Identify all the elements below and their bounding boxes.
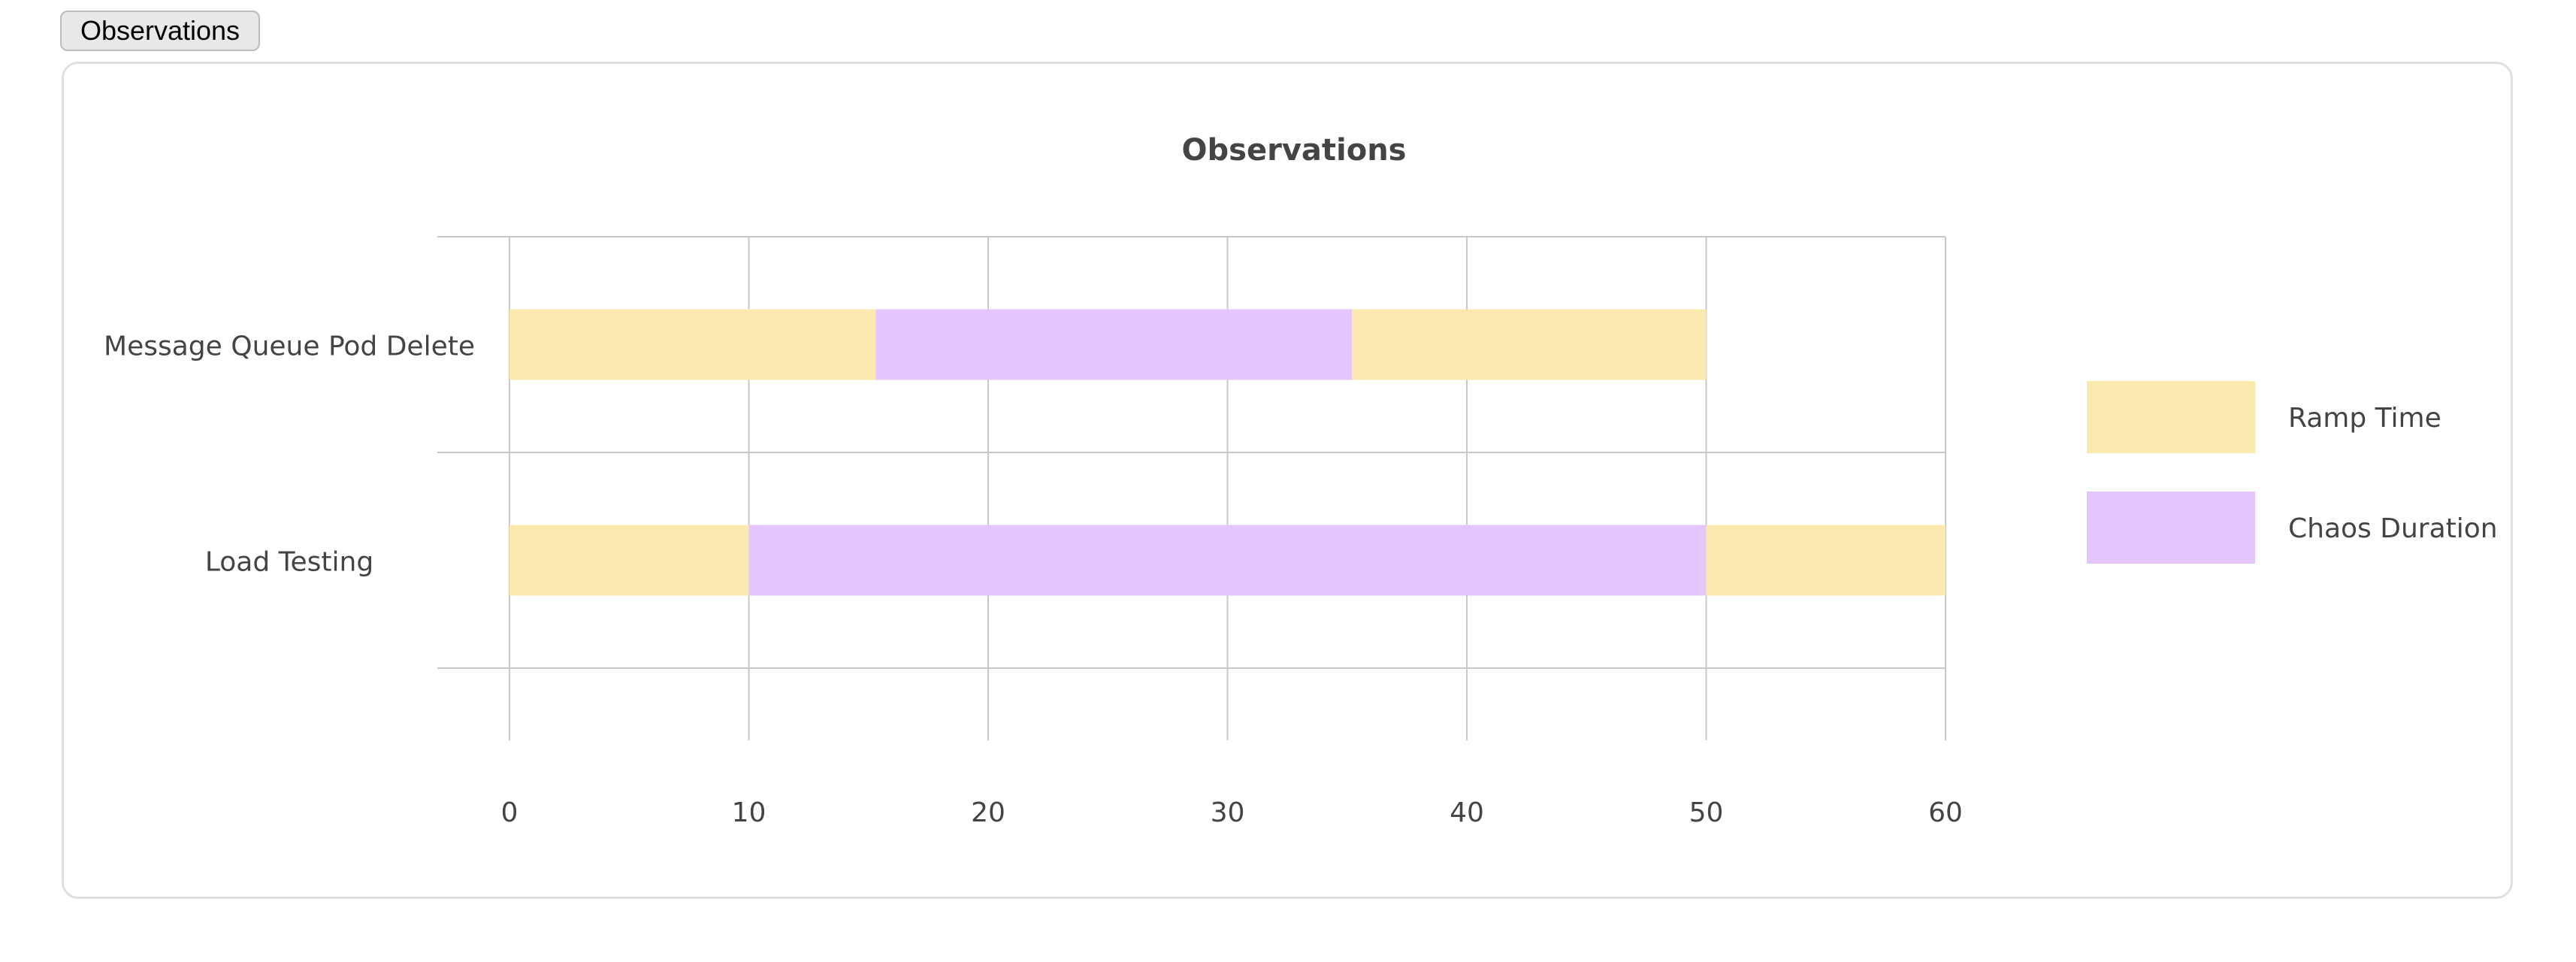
- x-tick-label: 50: [1689, 797, 1724, 828]
- legend: Ramp Time Chaos Duration: [2087, 381, 2498, 564]
- bar-ramp-time: [509, 525, 749, 596]
- x-tick-label: 20: [971, 797, 1005, 828]
- x-tick-label: 30: [1211, 797, 1245, 828]
- observations-tab-button[interactable]: Observations: [60, 11, 260, 51]
- x-tick-label: 10: [732, 797, 766, 828]
- x-tick-label: 60: [1928, 797, 1963, 828]
- category-labels: Message Queue Pod Delete Load Testing: [104, 331, 475, 578]
- bar-ramp-time: [1352, 309, 1707, 380]
- legend-swatch: [2087, 492, 2255, 564]
- bar-ramp-time: [1706, 525, 1946, 596]
- legend-label: Ramp Time: [2288, 403, 2441, 434]
- category-label: Message Queue Pod Delete: [104, 331, 475, 362]
- bar-chaos-duration: [875, 309, 1353, 380]
- x-tick-label: 40: [1450, 797, 1484, 828]
- legend-swatch: [2087, 381, 2255, 453]
- x-tick-label: 0: [501, 797, 519, 828]
- legend-label: Chaos Duration: [2288, 513, 2498, 544]
- chart-title: Observations: [1182, 133, 1407, 168]
- bars: [509, 309, 1946, 596]
- observations-chart: Observations Message Queue Pod Delete Loa…: [104, 133, 2498, 828]
- chart-panel: Observations Message Queue Pod Delete Loa…: [62, 62, 2513, 899]
- x-axis-ticks: 0 10 20 30 40 50 60: [501, 797, 1963, 828]
- bar-chaos-duration: [748, 525, 1707, 596]
- bar-ramp-time: [509, 309, 876, 380]
- category-label: Load Testing: [205, 547, 373, 578]
